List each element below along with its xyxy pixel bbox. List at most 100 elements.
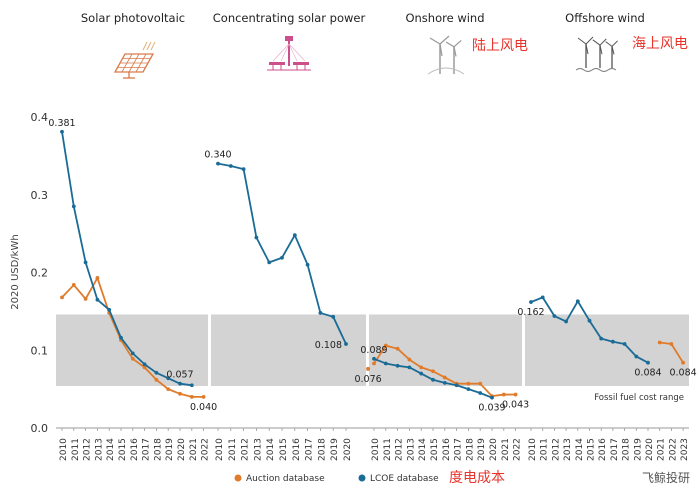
x-tick-label: 2018	[317, 438, 327, 461]
fossil-fuel-band	[56, 314, 209, 387]
lcoe-point	[292, 233, 297, 238]
auction-point	[366, 366, 371, 371]
panel-subtitle-cn: 海上风电	[632, 36, 688, 52]
data-label: 0.039	[478, 403, 505, 414]
data-label: 0.084	[669, 368, 696, 379]
lcoe-point	[478, 391, 483, 395]
data-label: 0.084	[634, 368, 661, 379]
data-label: 0.040	[190, 402, 217, 413]
lcoe-point	[95, 297, 100, 302]
legend-lcoe-marker	[358, 474, 366, 482]
x-tick-label: 2010	[528, 438, 538, 461]
x-tick-label: 2018	[465, 438, 475, 461]
x-tick-label: 2017	[454, 438, 464, 461]
auction-point	[83, 297, 88, 301]
x-tick-label: 2018	[153, 438, 163, 461]
x-tick-label: 2017	[305, 438, 315, 461]
x-tick-label: 2016	[292, 438, 302, 461]
lcoe-point	[552, 314, 557, 318]
x-tick-label: 2020	[343, 438, 353, 461]
lcoe-point	[587, 318, 592, 323]
lcoe-point	[130, 351, 135, 356]
lcoe-point	[305, 262, 310, 267]
x-tick-label: 2010	[371, 438, 381, 461]
auction-point	[178, 391, 182, 396]
lcoe-point	[575, 299, 580, 304]
auction-point	[442, 375, 447, 380]
y-axis-label: 2020 USD/kWh	[10, 234, 21, 309]
fossil-fuel-band	[524, 314, 689, 387]
x-tick-label: 2020	[177, 438, 187, 461]
watermark-text: 飞鲸投研	[642, 470, 690, 485]
lcoe-point	[611, 339, 615, 344]
data-label: 0.089	[360, 345, 387, 356]
solar-panel-icon	[113, 41, 156, 79]
legend-auction-label: Auction database	[246, 474, 325, 484]
lcoe-point	[454, 383, 459, 388]
x-tick-label: 2023	[680, 438, 690, 461]
lcoe-point	[71, 204, 76, 209]
lcoe-point	[407, 365, 412, 370]
x-tick-label: 2017	[610, 438, 620, 461]
lcoe-point	[466, 387, 471, 392]
lcoe-point	[228, 164, 233, 168]
auction-point	[407, 357, 412, 362]
x-tick-label: 2015	[587, 438, 597, 461]
x-tick-label: 2012	[395, 438, 405, 461]
panel-title: Concentrating solar power	[213, 11, 366, 25]
x-tick-label: 2019	[330, 438, 340, 461]
x-tick-label: 2019	[633, 438, 643, 461]
lcoe-point	[564, 319, 568, 324]
data-label: 0.108	[315, 340, 342, 351]
x-tick-label: 2018	[622, 438, 632, 461]
x-tick-label: 2019	[165, 438, 175, 461]
x-tick-label: 2014	[106, 438, 116, 461]
auction-point	[130, 356, 135, 361]
panel-title: Onshore wind	[405, 11, 484, 25]
fossil-fuel-label: Fossil fuel cost range	[594, 393, 684, 403]
y-tick-label: 0.4	[31, 111, 49, 124]
lcoe-point	[634, 354, 639, 359]
x-tick-label: 2022	[668, 438, 678, 461]
x-tick-label: 2016	[442, 438, 452, 461]
lcoe-point	[267, 260, 272, 265]
lcoe-point	[599, 336, 604, 341]
panel-subtitle-cn: 陆上风电	[472, 38, 528, 54]
x-tick-label: 2016	[598, 438, 608, 461]
x-tick-label: 2020	[489, 438, 499, 461]
x-tick-label: 2014	[418, 438, 428, 461]
lcoe-point	[107, 307, 112, 312]
lcoe-point	[419, 371, 424, 376]
x-tick-label: 2020	[645, 438, 655, 461]
lcoe-point	[395, 363, 400, 368]
lcoe-point	[344, 342, 348, 346]
lcoe-point	[431, 377, 435, 382]
x-tick-label: 2011	[540, 438, 550, 461]
x-tick-label: 2011	[383, 438, 393, 461]
lcoe-point	[331, 314, 336, 319]
auction-point	[466, 381, 471, 386]
legend-auction-marker	[234, 474, 242, 482]
x-tick-label: 2017	[142, 438, 152, 461]
x-tick-label: 2021	[657, 438, 667, 461]
x-tick-label: 2010	[59, 438, 69, 461]
lcoe-point	[60, 129, 64, 134]
y-tick-label: 0.3	[31, 189, 49, 202]
lcoe-point	[383, 361, 388, 366]
lcoe-line	[61, 131, 192, 387]
x-tick-label: 2012	[83, 438, 93, 461]
x-tick-label: 2013	[563, 438, 573, 461]
data-label: 0.340	[204, 150, 231, 161]
lcoe-point	[142, 362, 147, 367]
lcoe-point	[178, 381, 182, 386]
legend-lcoe-label: LCOE database	[370, 474, 439, 484]
fossil-fuel-band	[368, 314, 523, 387]
lcoe-point	[216, 161, 220, 166]
auction-point	[513, 392, 518, 397]
x-tick-label: 2021	[501, 438, 511, 461]
data-label: 0.162	[517, 307, 544, 318]
x-tick-label: 2013	[406, 438, 416, 461]
y-tick-label: 0.2	[31, 267, 49, 280]
panel-title: Solar photovoltaic	[81, 11, 185, 25]
